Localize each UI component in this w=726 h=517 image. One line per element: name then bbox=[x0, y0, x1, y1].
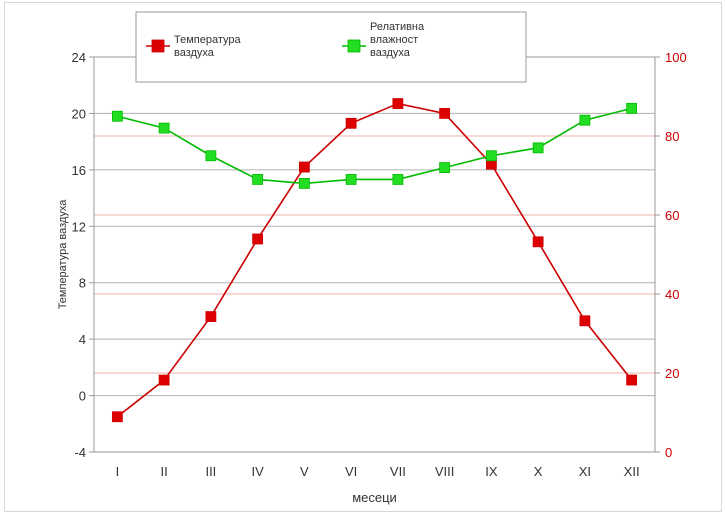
x-axis-label: месеци bbox=[352, 490, 397, 505]
temperature-point bbox=[252, 233, 264, 245]
left-tick-label: -4 bbox=[74, 445, 86, 460]
humidity-point bbox=[392, 174, 404, 185]
right-tick-label: 20 bbox=[665, 366, 679, 381]
temperature-point bbox=[205, 311, 217, 322]
legend-marker bbox=[347, 39, 361, 53]
plot-area bbox=[93, 56, 656, 453]
x-tick-label: XII bbox=[624, 464, 640, 479]
temperature-point bbox=[298, 161, 310, 173]
series-line-temperature bbox=[116, 102, 633, 418]
temperature-point bbox=[345, 117, 357, 129]
legend-items: ТемператураваздухаРелативнавлажноствазду… bbox=[146, 21, 425, 59]
humidity-point bbox=[298, 177, 310, 189]
legend: ТемператураваздухаРелативнавлажноствазду… bbox=[135, 11, 527, 83]
x-tick-label: II bbox=[161, 464, 168, 479]
humidity-point bbox=[158, 122, 170, 134]
right-axis-tick-labels: 100 80 60 40 20 0 bbox=[655, 50, 687, 460]
right-axis-gridlines bbox=[94, 135, 655, 374]
temperature-point bbox=[626, 374, 638, 386]
left-tick-label: 16 bbox=[72, 163, 86, 178]
right-tick-label: 0 bbox=[665, 445, 672, 460]
x-tick-label: VI bbox=[345, 464, 357, 479]
left-axis-gridlines bbox=[94, 112, 655, 397]
x-tick-label: X bbox=[534, 464, 543, 479]
humidity-point bbox=[439, 162, 451, 174]
left-axis-tick-labels: 24 20 16 12 8 4 0 -4 bbox=[72, 50, 94, 460]
right-tick-label: 80 bbox=[665, 129, 679, 144]
legend-label: Температура bbox=[174, 34, 242, 46]
y-axis-label: Температура ваздуха bbox=[57, 199, 69, 309]
temperature-point bbox=[111, 411, 123, 423]
x-tick-label: VIII bbox=[435, 464, 455, 479]
right-tick-label: 60 bbox=[665, 208, 679, 223]
temperature-point bbox=[439, 108, 451, 119]
humidity-point bbox=[532, 142, 544, 154]
temperature-point bbox=[532, 236, 544, 248]
right-tick-label: 100 bbox=[665, 50, 687, 65]
x-tick-label: VII bbox=[390, 464, 406, 479]
legend-label: ваздуха bbox=[370, 47, 411, 59]
series-line-humidity bbox=[117, 107, 632, 185]
x-tick-label: I bbox=[116, 464, 120, 479]
x-tick-label: XI bbox=[579, 464, 591, 479]
legend-label: ваздуха bbox=[174, 47, 215, 59]
legend-label: влажност bbox=[370, 34, 418, 46]
temperature-point bbox=[392, 98, 404, 109]
humidity-point bbox=[111, 110, 123, 122]
legend-marker bbox=[151, 39, 165, 53]
series-layer bbox=[111, 98, 638, 423]
x-tick-label: V bbox=[300, 464, 309, 479]
legend-box bbox=[135, 11, 527, 83]
left-tick-label: 4 bbox=[79, 332, 86, 347]
left-tick-label: 24 bbox=[72, 50, 86, 65]
humidity-point bbox=[579, 114, 591, 126]
x-tick-label: III bbox=[205, 464, 216, 479]
left-tick-label: 8 bbox=[79, 276, 86, 291]
right-tick-label: 40 bbox=[665, 287, 679, 302]
x-tick-label: IV bbox=[251, 464, 264, 479]
humidity-point bbox=[205, 150, 217, 162]
left-tick-label: 20 bbox=[72, 106, 86, 121]
humidity-point bbox=[252, 174, 264, 185]
x-tick-label: IX bbox=[485, 464, 498, 479]
chart-frame bbox=[4, 2, 722, 512]
legend-label: Релативна bbox=[370, 21, 425, 33]
left-tick-label: 0 bbox=[79, 389, 86, 404]
x-axis-tick-labels: I II III IV V VI VII VIII IX X XI XII bbox=[116, 464, 640, 479]
temperature-point bbox=[579, 315, 591, 327]
humidity-point bbox=[626, 102, 638, 114]
humidity-point bbox=[345, 174, 357, 185]
humidity-point bbox=[485, 150, 497, 162]
left-tick-label: 12 bbox=[72, 219, 86, 234]
temperature-point bbox=[158, 374, 170, 386]
